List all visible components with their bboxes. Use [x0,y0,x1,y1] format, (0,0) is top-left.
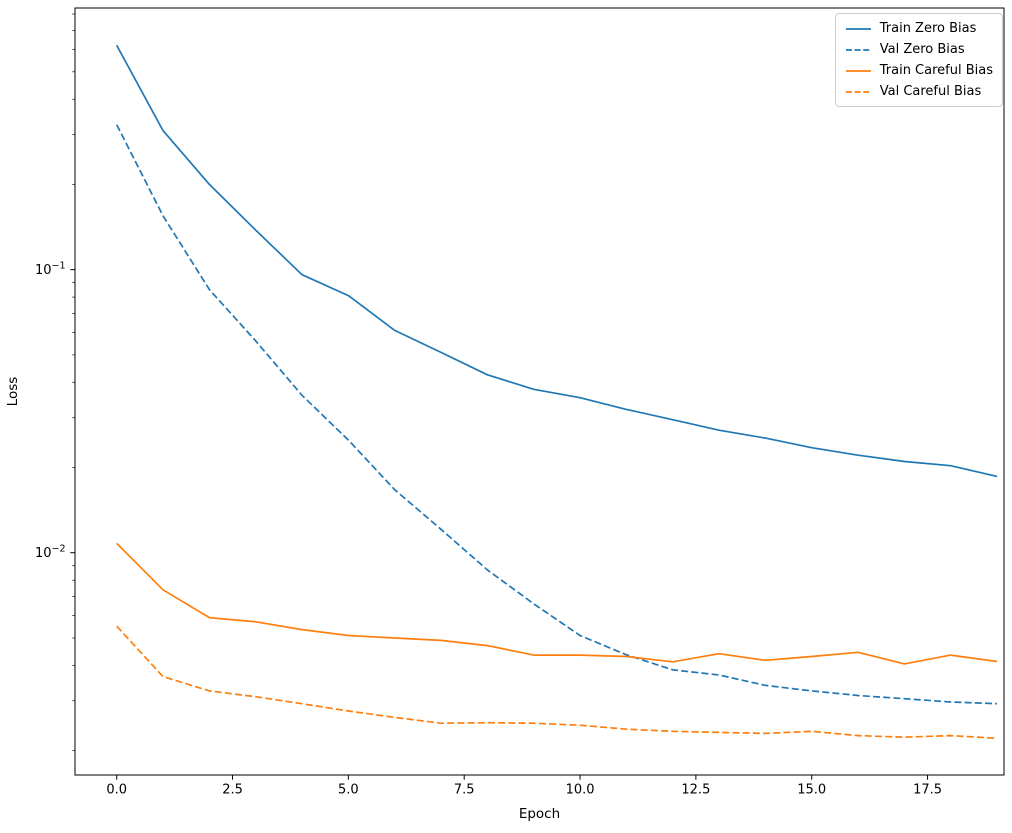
legend-label: Val Careful Bias [879,84,982,99]
x-tick-label: 10.0 [566,783,595,798]
y-tick-label: 10−2 [35,544,66,562]
legend-label: Train Careful Bias [879,63,993,78]
x-tick-label: 0.0 [106,783,127,798]
legend-item-val-zero-bias: Val Zero Bias [845,42,993,57]
legend: Train Zero Bias Val Zero Bias Train Carefu… [834,13,1003,107]
x-tick-label: 15.0 [797,783,826,798]
legend-item-val-careful-bias: Val Careful Bias [845,84,993,99]
x-tick-label: 5.0 [338,783,359,798]
axes-frame [74,7,1005,776]
legend-label: Val Zero Bias [879,42,965,57]
legend-item-train-zero-bias: Train Zero Bias [845,21,993,36]
series-line-val-careful-bias [116,625,998,740]
series-line-train-careful-bias [116,542,998,665]
x-tick-label: 7.5 [454,783,475,798]
legend-line-sample [845,48,871,51]
x-tick-label: 2.5 [222,783,243,798]
legend-line-sample [845,90,871,93]
series-line-val-zero-bias [115,124,998,705]
legend-label: Train Zero Bias [879,21,977,36]
y-axis-label: Loss [5,377,21,407]
series-line-train-zero-bias [115,44,998,478]
legend-line-sample [845,69,871,72]
legend-line-sample [845,27,871,30]
legend-item-train-careful-bias: Train Careful Bias [845,63,993,78]
x-tick-label: 12.5 [681,783,710,798]
plot-area: 10−1 10−2 0.0 2.5 5.0 7.5 10.0 12.5 15.0 17.5 [35,7,1005,798]
y-tick-label: 10−1 [35,261,66,279]
x-tick-label: 17.5 [913,783,942,798]
x-axis-label: Epoch [519,806,560,822]
